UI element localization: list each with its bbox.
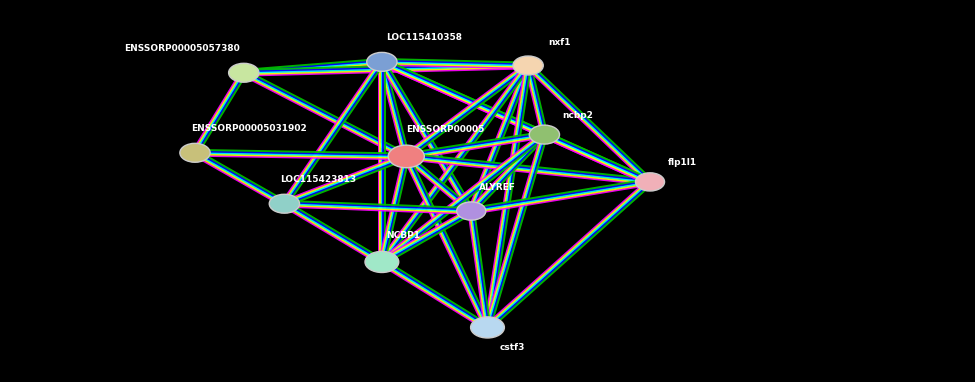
Text: ENSSORP00005031902: ENSSORP00005031902 <box>191 124 307 133</box>
Ellipse shape <box>365 251 399 272</box>
Ellipse shape <box>388 145 424 168</box>
Ellipse shape <box>179 143 211 162</box>
Ellipse shape <box>529 125 560 144</box>
Ellipse shape <box>269 194 299 213</box>
Text: NCBP1: NCBP1 <box>386 231 420 240</box>
Text: nxf1: nxf1 <box>548 38 571 47</box>
Text: LOC115423813: LOC115423813 <box>281 175 357 184</box>
Text: LOC115410358: LOC115410358 <box>386 33 462 42</box>
Text: ncbp2: ncbp2 <box>563 111 593 120</box>
Ellipse shape <box>636 173 665 191</box>
Text: ENSSORP00005: ENSSORP00005 <box>407 125 485 134</box>
Text: ALYREF: ALYREF <box>480 183 516 192</box>
Ellipse shape <box>367 52 397 71</box>
Ellipse shape <box>513 56 543 75</box>
Ellipse shape <box>228 63 259 82</box>
Ellipse shape <box>471 317 504 338</box>
Text: ENSSORP00005057380: ENSSORP00005057380 <box>124 44 240 53</box>
Text: cstf3: cstf3 <box>499 343 526 352</box>
Ellipse shape <box>456 202 486 220</box>
Text: flp1l1: flp1l1 <box>668 159 697 167</box>
